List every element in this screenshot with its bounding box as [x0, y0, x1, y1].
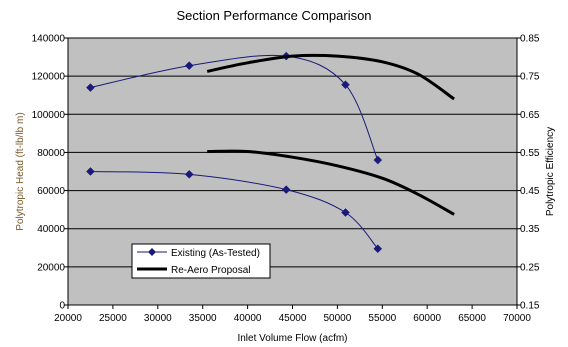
x-tick-label: 35000 — [189, 313, 217, 324]
data-point-0 — [184, 61, 194, 71]
x-tick-label: 60000 — [413, 313, 441, 324]
x-tick-label: 65000 — [458, 313, 486, 324]
y-left-tick-label: 100000 — [32, 110, 66, 121]
y-right-tick-label: 0.65 — [520, 110, 540, 121]
y-left-tick-label: 0 — [59, 301, 65, 312]
x-tick-label: 45000 — [279, 313, 307, 324]
axes — [64, 37, 521, 309]
series-line-2 — [206, 53, 455, 101]
legend-box — [131, 243, 271, 279]
y-right-tick-label: 0.15 — [520, 301, 540, 312]
series-line-3 — [207, 149, 455, 216]
legend-marker-existing — [148, 248, 156, 256]
y-right-tick-label: 0.25 — [520, 262, 540, 273]
chart-title: Section Performance Comparison — [176, 8, 371, 23]
y-left-tick-label: 60000 — [37, 186, 65, 197]
data-point-1 — [373, 244, 383, 254]
legend-label-existing: Existing (As-Tested) — [171, 248, 260, 259]
x-tick-label: 30000 — [144, 313, 172, 324]
series-line-1 — [90, 171, 379, 250]
y-right-tick-label: 0.85 — [520, 34, 540, 45]
y-left-tick-label: 140000 — [32, 34, 66, 45]
x-tick-label: 50000 — [323, 313, 351, 324]
legend-label-reaero: Re-Aero Proposal — [171, 265, 250, 276]
x-tick-label: 20000 — [54, 313, 82, 324]
x-axis-label: Inlet Volume Flow (acfm) — [237, 333, 347, 344]
y-right-tick-label: 0.35 — [520, 224, 540, 235]
series-layer — [86, 51, 455, 254]
data-point-0 — [373, 155, 383, 165]
y-left-tick-label: 40000 — [37, 224, 65, 235]
x-tick-label: 25000 — [99, 313, 127, 324]
data-point-1 — [281, 185, 291, 194]
x-tick-label: 55000 — [368, 313, 396, 324]
data-point-1 — [86, 167, 95, 176]
data-point-0 — [341, 80, 350, 90]
y-left-tick-label: 80000 — [37, 148, 65, 159]
data-point-1 — [341, 208, 350, 217]
tick-labels: 0200004000060000800001000001200001400000… — [32, 34, 540, 325]
data-point-0 — [86, 83, 95, 92]
y-right-tick-label: 0.55 — [520, 148, 540, 159]
y-left-tick-label: 20000 — [37, 262, 65, 273]
y-right-tick-label: 0.75 — [520, 72, 540, 83]
x-tick-label: 70000 — [503, 313, 531, 324]
y-left-tick-label: 120000 — [32, 72, 66, 83]
y-axis-left-label: Polytropic Head (ft-lb/lb m) — [15, 112, 26, 230]
x-tick-label: 40000 — [234, 313, 262, 324]
data-point-1 — [184, 170, 194, 179]
legend: Existing (As-Tested) Re-Aero Proposal — [131, 243, 271, 279]
y-right-tick-label: 0.45 — [520, 186, 540, 197]
y-axis-right-label: Polytropic Efficiency — [545, 127, 556, 216]
